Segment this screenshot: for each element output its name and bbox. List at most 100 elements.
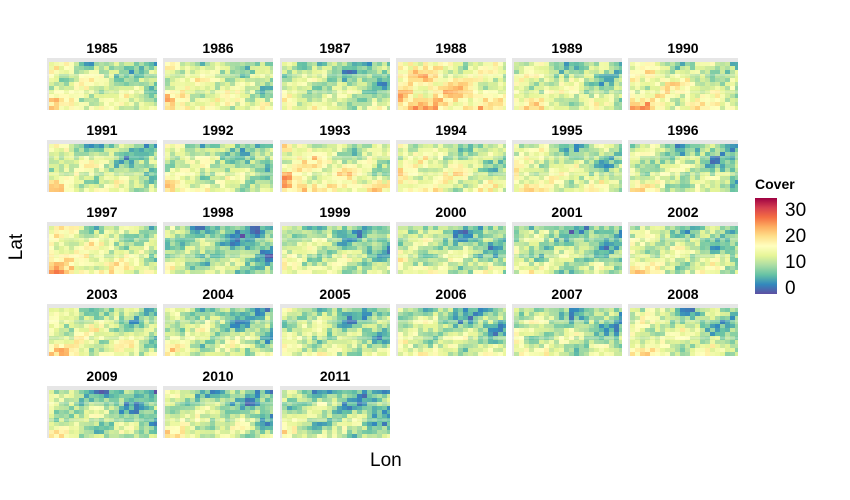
cover-cell: [337, 160, 342, 164]
cover-cell: [352, 226, 357, 230]
cover-cell: [119, 172, 124, 176]
cover-cell: [468, 156, 473, 160]
cover-cell: [332, 164, 337, 168]
cover-cell: [327, 152, 332, 156]
cover-cell: [594, 270, 599, 274]
cover-cell: [260, 106, 265, 110]
cover-cell: [367, 66, 372, 70]
cover-cell: [609, 184, 614, 188]
cover-cell: [59, 148, 64, 152]
cover-cell: [322, 168, 327, 172]
cover-cell: [655, 94, 660, 98]
cover-cell: [680, 144, 685, 148]
cover-cell: [124, 188, 129, 192]
cover-cell: [282, 176, 287, 180]
cover-cell: [292, 180, 297, 184]
cover-cell: [650, 82, 655, 86]
cover-cell: [114, 176, 119, 180]
cover-cell: [307, 226, 312, 230]
cover-cell: [139, 148, 144, 152]
cover-cell: [377, 238, 382, 242]
cover-cell: [59, 246, 64, 250]
cover-cell: [665, 226, 670, 230]
cover-cell: [584, 234, 589, 238]
cover-cell: [549, 148, 554, 152]
cover-cell: [79, 226, 84, 230]
cover-cell: [569, 66, 574, 70]
cover-cell: [418, 74, 423, 78]
cover-cell: [129, 188, 134, 192]
cover-cell: [438, 90, 443, 94]
cover-cell: [79, 66, 84, 70]
cover-cell: [282, 66, 287, 70]
cover-cell: [655, 242, 660, 246]
cover-cell: [255, 254, 260, 258]
cover-cell: [690, 254, 695, 258]
cover-cell: [282, 226, 287, 230]
cover-cell: [655, 176, 660, 180]
cover-cell: [473, 246, 478, 250]
cover-cell: [387, 172, 390, 176]
cover-cell: [594, 98, 599, 102]
cover-cell: [705, 226, 710, 230]
cover-cell: [473, 254, 478, 258]
cover-cell: [79, 82, 84, 86]
cover-cell: [730, 106, 735, 110]
cover-cell: [302, 152, 307, 156]
cover-cell: [134, 82, 139, 86]
cover-cell: [307, 176, 312, 180]
cover-cell: [725, 270, 730, 274]
cover-cell: [347, 152, 352, 156]
cover-cell: [382, 90, 387, 94]
cover-cell: [730, 94, 735, 98]
cover-cell: [322, 74, 327, 78]
cover-cell: [210, 246, 215, 250]
cover-cell: [413, 102, 418, 106]
cover-cell: [149, 164, 154, 168]
cover-cell: [524, 246, 529, 250]
cover-cell: [473, 82, 478, 86]
cover-cell: [64, 82, 69, 86]
cover-cell: [619, 246, 622, 250]
cover-cell: [54, 258, 59, 262]
cover-cell: [448, 78, 453, 82]
cover-cell: [569, 234, 574, 238]
cover-cell: [660, 66, 665, 70]
cover-cell: [357, 176, 362, 180]
cover-cell: [332, 160, 337, 164]
cover-cell: [710, 156, 715, 160]
cover-cell: [559, 266, 564, 270]
cover-cell: [337, 102, 342, 106]
cover-cell: [94, 160, 99, 164]
cover-cell: [539, 176, 544, 180]
cover-cell: [478, 86, 483, 90]
cover-cell: [453, 98, 458, 102]
cover-cell: [165, 270, 170, 274]
cover-cell: [59, 328, 64, 332]
cover-cell: [195, 86, 200, 90]
cover-cell: [119, 70, 124, 74]
cover-cell: [660, 164, 665, 168]
cover-cell: [352, 106, 357, 110]
cover-cell: [255, 164, 260, 168]
cover-cell: [49, 74, 54, 78]
cover-cell: [534, 102, 539, 106]
cover-cell: [408, 270, 413, 274]
cover-cell: [579, 270, 584, 274]
cover-cell: [282, 230, 287, 234]
cover-cell: [99, 250, 104, 254]
cover-cell: [730, 160, 735, 164]
cover-cell: [408, 262, 413, 266]
cover-cell: [685, 98, 690, 102]
cover-cell: [347, 160, 352, 164]
cover-cell: [438, 82, 443, 86]
cover-cell: [210, 106, 215, 110]
cover-cell: [720, 250, 725, 254]
cover-cell: [710, 106, 715, 110]
cover-cell: [609, 102, 614, 106]
cover-cell: [438, 262, 443, 266]
cover-cell: [342, 156, 347, 160]
cover-cell: [84, 320, 89, 324]
cover-cell: [124, 258, 129, 262]
cover-cell: [260, 184, 265, 188]
